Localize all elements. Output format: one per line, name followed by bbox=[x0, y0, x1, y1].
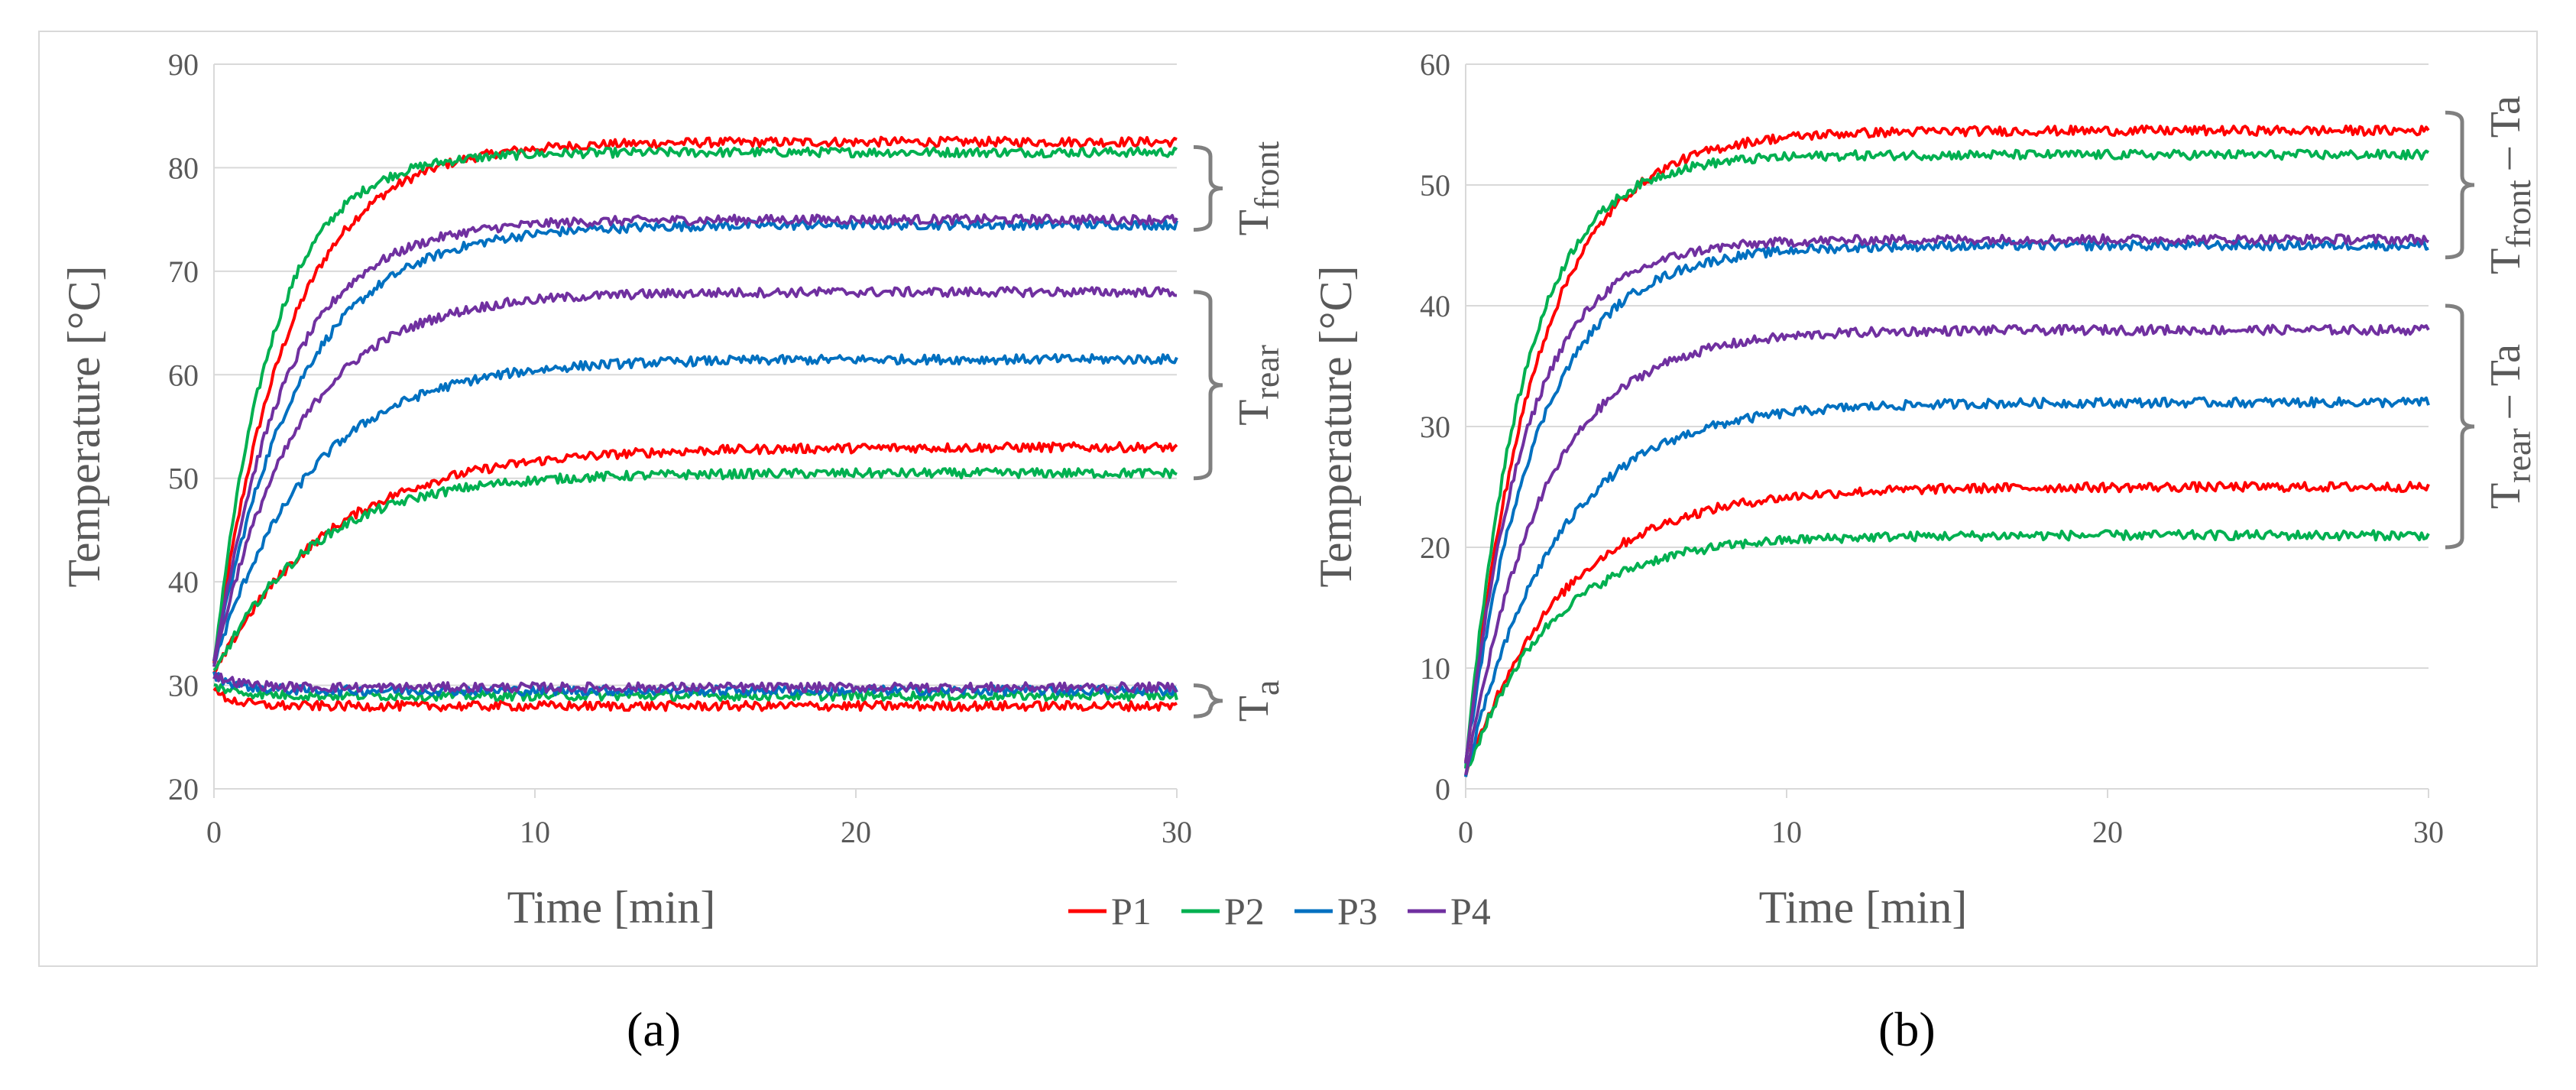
panel-label-b: (b) bbox=[1878, 1002, 1936, 1056]
legend: P1 P2 P3 P4 bbox=[1068, 890, 1491, 933]
y-tick-label: 70 bbox=[168, 255, 199, 289]
x-tick-label: 0 bbox=[206, 815, 222, 849]
series-line-p2-front bbox=[212, 146, 1178, 662]
bracket-label: Trear bbox=[1230, 345, 1286, 426]
legend-label: P3 bbox=[1337, 890, 1378, 933]
x-tick-label: 20 bbox=[841, 815, 871, 849]
series-line-p4-rear bbox=[212, 286, 1178, 667]
series-line-p1-rear bbox=[212, 441, 1178, 674]
x-tick-label: 10 bbox=[520, 815, 550, 849]
y-tick-label: 90 bbox=[168, 47, 199, 82]
y-tick-label: 10 bbox=[1420, 651, 1450, 686]
curly-bracket bbox=[1193, 290, 1223, 481]
legend-label: P2 bbox=[1224, 890, 1265, 933]
series-line-p4-front bbox=[1464, 233, 2429, 764]
series-line-p1-front bbox=[212, 135, 1178, 663]
series-line-p1-rear bbox=[1464, 481, 2430, 777]
bracket-label: Ta bbox=[1230, 680, 1286, 722]
x-tick-label: 30 bbox=[2413, 815, 2444, 849]
series-line-p2-front bbox=[1464, 148, 2430, 769]
curly-bracket bbox=[1193, 144, 1223, 232]
y-tick-label: 0 bbox=[1435, 772, 1450, 806]
x-tick-label: 10 bbox=[1771, 815, 1802, 849]
curly-bracket bbox=[2445, 110, 2475, 260]
y-tick-label: 30 bbox=[1420, 410, 1450, 444]
panel-label-a: (a) bbox=[627, 1002, 682, 1056]
x-axis-title: Time [min] bbox=[1759, 882, 1968, 933]
y-axis-title: Temperature [°C] bbox=[59, 265, 109, 587]
series-line-p4-rear bbox=[1464, 323, 2430, 776]
bracket-label: Tfront bbox=[1230, 141, 1286, 235]
curly-bracket bbox=[1193, 683, 1223, 719]
series-line-p1-ambient bbox=[212, 686, 1178, 712]
bracket-label: Tfront – Ta bbox=[2482, 96, 2538, 274]
chart-frame bbox=[38, 31, 2538, 967]
y-tick-label: 40 bbox=[1420, 289, 1450, 323]
y-tick-label: 60 bbox=[168, 358, 199, 392]
y-tick-label: 20 bbox=[1420, 530, 1450, 565]
bracket-label: Trear – Ta bbox=[2482, 344, 2538, 509]
series-line-p2-rear bbox=[212, 467, 1178, 672]
x-tick-label: 20 bbox=[2092, 815, 2123, 849]
series-line-p2-rear bbox=[1464, 529, 2430, 777]
y-tick-label: 30 bbox=[168, 669, 199, 703]
series-line-p3-rear bbox=[1464, 396, 2430, 777]
series-line-p4-front bbox=[212, 213, 1178, 662]
y-axis-title: Temperature [°C] bbox=[1311, 265, 1361, 587]
x-axis-title: Time [min] bbox=[507, 882, 716, 933]
series-line-p3-front bbox=[212, 219, 1178, 662]
series-line-p1-front bbox=[1464, 124, 2430, 762]
panel-b: 0 10 20 30 40 50 60 0 10 20 30 Time [min] Temperatur… bbox=[1311, 47, 2538, 933]
y-tick-label: 50 bbox=[1420, 168, 1450, 203]
series-line-p4-ambient bbox=[212, 672, 1178, 694]
y-tick-label: 60 bbox=[1420, 47, 1450, 82]
y-tick-label: 20 bbox=[168, 772, 199, 806]
series-line-p3-front bbox=[1464, 239, 2429, 764]
curly-bracket bbox=[2445, 303, 2475, 550]
legend-label: P1 bbox=[1111, 890, 1152, 933]
y-tick-label: 40 bbox=[168, 565, 199, 599]
y-tick-label: 80 bbox=[168, 151, 199, 185]
y-tick-label: 50 bbox=[168, 462, 199, 496]
series-line-p3-rear bbox=[212, 353, 1178, 666]
legend-label: P4 bbox=[1450, 890, 1491, 933]
panel-a: 20 30 40 50 60 70 80 90 0 10 20 30 Time [min] Tempera… bbox=[59, 47, 1286, 933]
x-tick-label: 30 bbox=[1162, 815, 1192, 849]
x-tick-label: 0 bbox=[1458, 815, 1473, 849]
